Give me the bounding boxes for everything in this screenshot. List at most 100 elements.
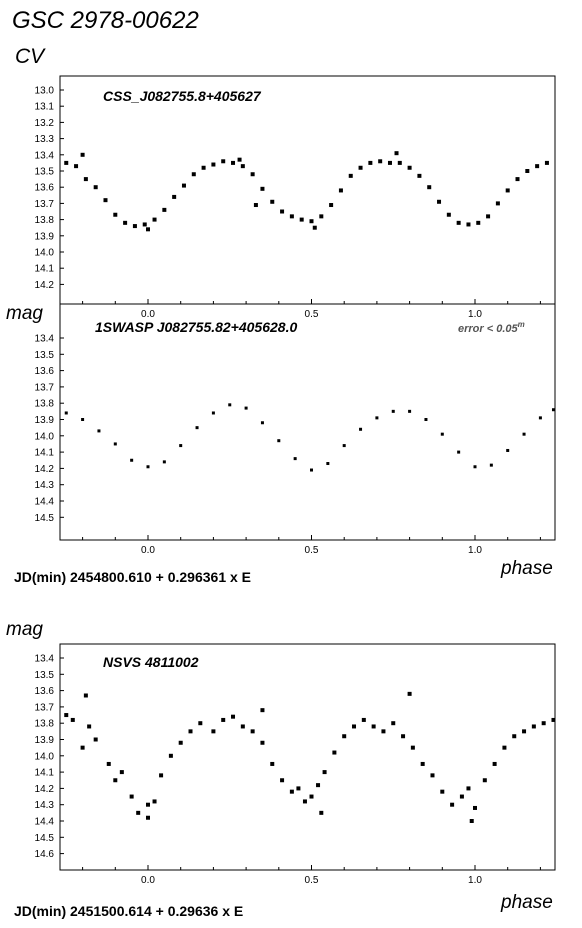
y-tick-label: 13.8 [35, 215, 55, 226]
data-point [469, 819, 474, 823]
data-point [198, 721, 203, 726]
data-point [81, 418, 85, 421]
panel-title: NSVS 4811002 [103, 654, 199, 670]
data-point [319, 810, 324, 815]
data-point [466, 786, 471, 791]
data-point [211, 411, 215, 415]
data-point [280, 209, 285, 214]
x-tick-label: 0.5 [305, 875, 319, 886]
data-point [231, 160, 236, 165]
data-point [407, 165, 412, 170]
data-point [502, 745, 507, 750]
data-point [146, 227, 150, 232]
data-point [440, 789, 445, 794]
figure-subtitle: CV [15, 45, 46, 68]
y-tick-label: 14.1 [35, 448, 55, 459]
data-point [97, 429, 101, 433]
data-point [93, 737, 98, 742]
y-tick-label: 13.5 [35, 350, 55, 361]
data-point [178, 740, 183, 745]
data-point [103, 198, 108, 203]
data-point [408, 409, 412, 413]
data-point [146, 802, 150, 807]
y-tick-label: 14.0 [35, 431, 55, 442]
data-point [253, 203, 258, 208]
data-point [191, 172, 196, 177]
y-tick-label: 13.0 [35, 86, 55, 97]
data-point [260, 740, 265, 745]
data-point [250, 172, 255, 177]
data-point [119, 770, 124, 775]
ephemeris-lower: JD(min) 2451500.614 + 0.29636 x E [14, 903, 243, 919]
data-point [129, 794, 134, 799]
data-point [113, 212, 118, 217]
data-point [420, 761, 425, 766]
y-axis-label-lower: mag [6, 619, 43, 640]
data-point [391, 409, 395, 413]
data-point [538, 416, 542, 420]
y-tick-label: 13.9 [35, 415, 55, 426]
y-tick-label: 14.6 [35, 849, 55, 860]
data-point [162, 460, 166, 464]
data-point [473, 805, 477, 810]
y-tick-label: 13.1 [35, 102, 55, 113]
data-point [240, 164, 245, 169]
data-point [142, 222, 147, 227]
data-point [136, 810, 141, 815]
data-point [457, 450, 461, 454]
data-point [132, 224, 137, 229]
data-point [476, 220, 481, 225]
data-point [512, 734, 517, 739]
data-point [64, 160, 69, 165]
data-point [188, 729, 193, 734]
y-tick-label: 14.5 [35, 513, 55, 524]
y-tick-label: 13.9 [35, 735, 55, 746]
data-point [113, 442, 117, 446]
data-point [296, 786, 301, 791]
data-point [80, 152, 85, 157]
data-point [375, 416, 379, 420]
panel-title: 1SWASP J082755.82+405628.0 [95, 319, 297, 335]
data-point [201, 165, 206, 170]
x-tick-label: 1.0 [468, 545, 482, 556]
data-point [123, 220, 128, 225]
panel-title: CSS_J082755.8+405627 [103, 88, 262, 104]
data-point [531, 724, 536, 729]
data-point [293, 457, 297, 461]
data-point [348, 173, 353, 178]
y-tick-label: 13.3 [35, 134, 55, 145]
data-point [368, 160, 373, 165]
plot-frame [59, 75, 556, 305]
data-point [316, 783, 321, 788]
data-point [371, 724, 376, 729]
data-point [195, 426, 199, 430]
data-point [179, 444, 183, 448]
data-point [231, 714, 236, 719]
data-point [417, 173, 422, 178]
data-point [162, 207, 167, 212]
data-point [427, 185, 432, 190]
data-point [486, 214, 491, 219]
y-tick-label: 13.6 [35, 183, 55, 194]
data-point [260, 708, 265, 713]
data-point [440, 432, 444, 436]
data-point [312, 225, 317, 230]
ephemeris-upper: JD(min) 2454800.610 + 0.296361 x E [14, 569, 251, 585]
error-note: error < 0.05m [458, 320, 525, 335]
data-point [342, 444, 346, 448]
data-point [437, 199, 442, 204]
data-point [522, 432, 526, 436]
data-points [64, 151, 549, 232]
data-point [113, 778, 118, 783]
data-point [450, 802, 455, 807]
data-point [70, 717, 75, 722]
data-point [87, 724, 92, 729]
data-point [466, 222, 471, 227]
y-tick-label: 13.9 [35, 231, 55, 242]
data-point [309, 219, 314, 224]
data-point [397, 160, 402, 165]
data-point [506, 448, 510, 452]
y-tick-label: 13.6 [35, 686, 55, 697]
y-tick-label: 14.5 [35, 833, 55, 844]
data-point [93, 185, 98, 190]
